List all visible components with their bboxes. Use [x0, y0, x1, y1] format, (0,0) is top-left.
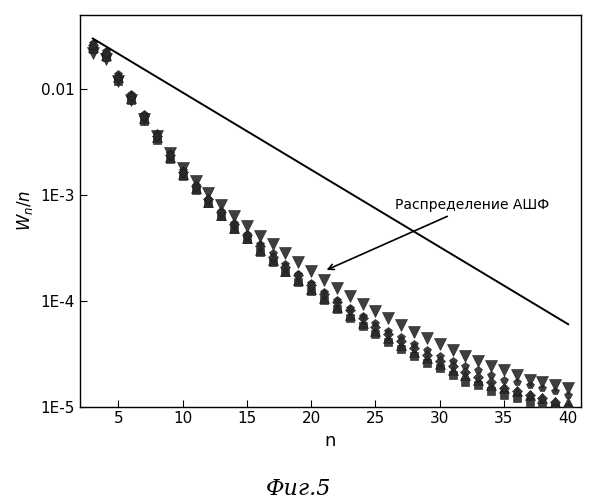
Y-axis label: $W_n/n$: $W_n/n$	[15, 190, 35, 232]
X-axis label: n: n	[325, 432, 336, 450]
Text: Распределение АШФ: Распределение АШФ	[328, 198, 549, 270]
Text: Фиг.5: Фиг.5	[265, 478, 331, 500]
